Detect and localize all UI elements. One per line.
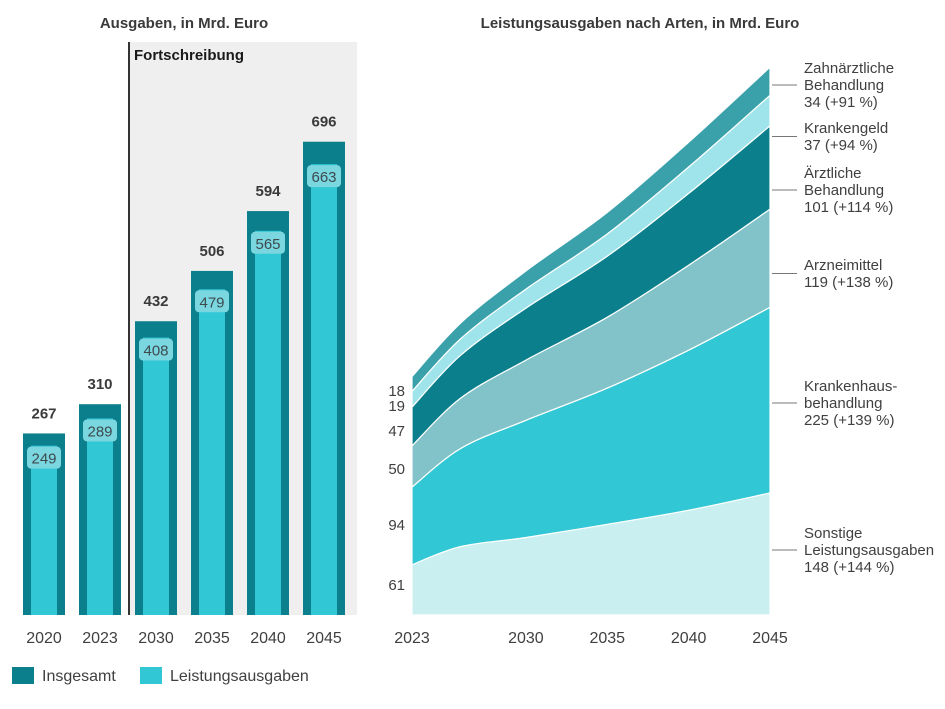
start-value-label: 50 (388, 461, 405, 478)
bar-label-leistungsausgaben: 479 (199, 294, 224, 311)
end-annotation: Krankengeld (804, 120, 888, 137)
bar-label-insgesamt: 594 (255, 183, 281, 200)
end-annotation: 34 (+91 %) (804, 94, 878, 111)
start-value-label: 19 (388, 398, 405, 415)
projection-label: Fortschreibung (134, 47, 244, 64)
end-annotation: 225 (+139 %) (804, 412, 894, 429)
legend-label: Insgesamt (42, 668, 116, 685)
legend-swatch (12, 667, 34, 684)
bar-leistungsausgaben (311, 164, 337, 615)
end-annotation: Arzneimittel (804, 257, 882, 274)
end-annotation: 119 (+138 %) (804, 274, 893, 291)
bar-label-leistungsausgaben: 565 (255, 236, 280, 253)
x-tick-label: 2040 (250, 630, 286, 647)
x-tick-label: 2023 (394, 630, 430, 647)
start-value-label: 18 (388, 383, 405, 400)
area-zahnärztliche-behandlung (411, 65, 771, 393)
bar-label-leistungsausgaben: 289 (87, 423, 112, 440)
x-tick-label: 2030 (508, 630, 544, 647)
bar-inner-label-bg (251, 231, 285, 254)
start-value-label: 61 (388, 577, 405, 594)
bar-label-leistungsausgaben: 249 (31, 451, 56, 468)
x-tick-label: 2045 (752, 630, 788, 647)
legend-swatch (140, 667, 162, 684)
end-annotation: Sonstige (804, 525, 862, 542)
bar-inner-label-bg (83, 419, 117, 442)
end-annotation: Zahnärztliche (804, 60, 894, 77)
bar-label-insgesamt: 696 (311, 114, 336, 131)
legend: Insgesamt Leistungsausgaben (12, 667, 309, 685)
bar-leistungsausgaben (31, 445, 57, 615)
x-tick-label: 2023 (82, 630, 118, 647)
area-chart-title: Leistungsausgaben nach Arten, in Mrd. Eu… (481, 15, 800, 32)
end-annotation: behandlung (804, 395, 882, 412)
legend-label: Leistungsausgaben (170, 668, 309, 685)
bar-label-leistungsausgaben: 408 (143, 343, 168, 360)
area-chart: Leistungsausgaben nach Arten, in Mrd. Eu… (388, 15, 934, 647)
bar-label-leistungsausgaben: 663 (311, 169, 336, 186)
bar-label-insgesamt: 432 (143, 293, 168, 310)
bar-group: 249 267 2020 289 310 2023 408 432 2030 479 506 2035… (23, 114, 345, 647)
bar-chart: Ausgaben, in Mrd. Euro Fortschreibung 24… (23, 15, 357, 647)
bar-leistungsausgaben (87, 418, 113, 615)
end-annotation: Leistungsausgaben (804, 542, 934, 559)
end-annotation: 148 (+144 %) (804, 559, 894, 576)
end-annotation: Ärztliche (804, 165, 862, 182)
x-tick-label: 2035 (194, 630, 230, 647)
x-tick-label: 2045 (306, 630, 342, 647)
start-value-label: 47 (388, 423, 405, 440)
bar-leistungsausgaben (255, 230, 281, 616)
bar-inner-label-bg (139, 338, 173, 361)
x-tick-label: 2030 (138, 630, 174, 647)
bar-label-insgesamt: 506 (199, 243, 224, 260)
end-annotation: 37 (+94 %) (804, 137, 878, 154)
end-annotation: Behandlung (804, 77, 884, 94)
end-annotation: Krankenhaus- (804, 378, 897, 395)
area-layers (411, 65, 771, 616)
bar-inner-label-bg (195, 290, 229, 313)
bar-leistungsausgaben (143, 337, 169, 615)
bar-inner-label-bg (307, 165, 341, 188)
start-value-label: 94 (388, 517, 405, 534)
x-tick-label: 2040 (671, 630, 707, 647)
bar-leistungsausgaben (199, 289, 225, 615)
x-tick-label: 2020 (26, 630, 62, 647)
bar-inner-label-bg (27, 446, 61, 469)
bar-label-insgesamt: 267 (31, 405, 56, 422)
x-tick-label: 2035 (589, 630, 625, 647)
end-annotation: Behandlung (804, 182, 884, 199)
bar-chart-title: Ausgaben, in Mrd. Euro (100, 15, 268, 32)
bar-label-insgesamt: 310 (87, 376, 112, 393)
end-annotation: 101 (+114 %) (804, 199, 893, 216)
